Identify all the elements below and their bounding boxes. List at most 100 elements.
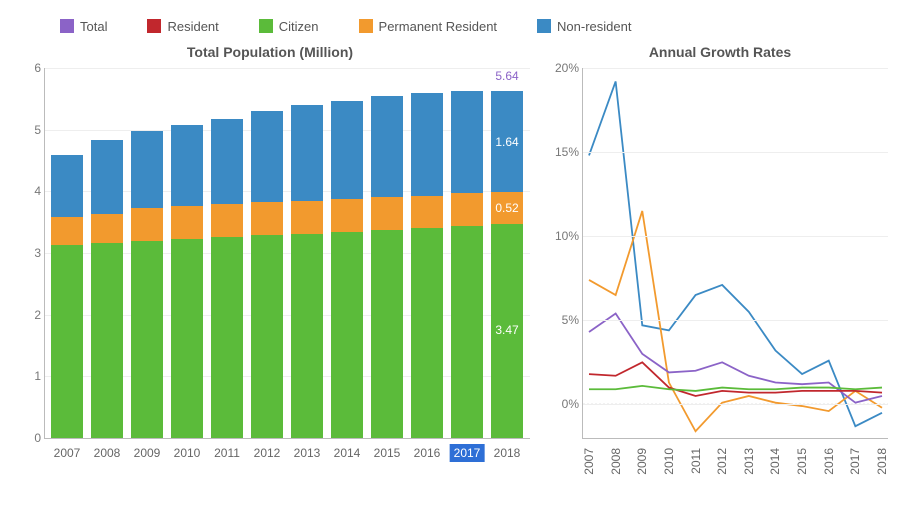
bar-seg-nonres bbox=[131, 131, 163, 208]
bar-x-label: 2014 bbox=[330, 444, 365, 462]
line-series-resident bbox=[589, 362, 882, 396]
bar-y-tick: 6 bbox=[19, 61, 41, 75]
line-x-label: 2012 bbox=[715, 448, 729, 475]
bar-seg-citizen bbox=[171, 239, 203, 438]
line-x-label: 2018 bbox=[875, 448, 889, 475]
bar-seg-citizen bbox=[331, 232, 363, 438]
legend: Total Resident Citizen Permanent Resident No… bbox=[0, 0, 900, 40]
bar-seg-permres bbox=[411, 196, 443, 228]
bar-y-tick: 5 bbox=[19, 123, 41, 137]
line-x-label: 2011 bbox=[689, 448, 703, 474]
line-x-label: 2017 bbox=[848, 448, 862, 475]
line-gridline bbox=[583, 68, 888, 69]
bar-seg-citizen bbox=[51, 245, 83, 438]
legend-swatch bbox=[147, 19, 161, 33]
line-x-label: 2015 bbox=[795, 448, 809, 475]
legend-item-resident[interactable]: Resident bbox=[147, 19, 218, 34]
bar-value-label: 5.64 bbox=[495, 69, 518, 83]
bar-x-label: 2015 bbox=[370, 444, 405, 462]
bar-x-label: 2018 bbox=[490, 444, 525, 462]
legend-swatch bbox=[60, 19, 74, 33]
bar-seg-citizen bbox=[291, 234, 323, 438]
line-x-label: 2009 bbox=[635, 448, 649, 475]
line-y-tick: 10% bbox=[545, 229, 579, 243]
bar-chart-plot: 0123456200720082009201020112012201320142… bbox=[44, 68, 530, 439]
bar-x-label: 2012 bbox=[250, 444, 285, 462]
line-series-total bbox=[589, 314, 882, 403]
bar-seg-citizen bbox=[411, 228, 443, 438]
legend-label: Permanent Resident bbox=[379, 19, 498, 34]
bar-seg-nonres bbox=[51, 155, 83, 217]
line-chart-plot: 0%5%10%15%20%200720082009201020112012201… bbox=[582, 68, 888, 439]
bar-value-label: 0.52 bbox=[495, 201, 518, 215]
bar-y-tick: 1 bbox=[19, 369, 41, 383]
legend-label: Total bbox=[80, 19, 107, 34]
bar-x-label: 2017 bbox=[450, 444, 485, 462]
bar-seg-permres bbox=[171, 206, 203, 239]
legend-item-nonres[interactable]: Non-resident bbox=[537, 19, 631, 34]
bar-seg-permres bbox=[51, 217, 83, 245]
bar-x-label: 2010 bbox=[170, 444, 205, 462]
bar-seg-citizen bbox=[131, 241, 163, 438]
legend-item-permres[interactable]: Permanent Resident bbox=[359, 19, 498, 34]
line-y-tick: 0% bbox=[545, 397, 579, 411]
line-x-label: 2010 bbox=[662, 448, 676, 475]
line-x-label: 2014 bbox=[768, 448, 782, 475]
bar-seg-citizen bbox=[451, 226, 483, 438]
charts-row: Total Population (Million) 0123456200720… bbox=[0, 40, 900, 439]
bar-seg-citizen bbox=[211, 237, 243, 438]
bar-seg-nonres bbox=[371, 96, 403, 197]
bar-seg-nonres bbox=[331, 101, 363, 200]
bar-y-tick: 4 bbox=[19, 184, 41, 198]
bar-value-label: 3.47 bbox=[495, 323, 518, 337]
line-gridline bbox=[583, 236, 888, 237]
bar-value-label: 1.64 bbox=[495, 135, 518, 149]
bar-seg-permres bbox=[131, 208, 163, 241]
bar-seg-permres bbox=[251, 202, 283, 235]
bar-y-tick: 2 bbox=[19, 308, 41, 322]
line-x-label: 2008 bbox=[609, 448, 623, 475]
bar-x-label: 2007 bbox=[50, 444, 85, 462]
bar-seg-nonres bbox=[251, 111, 283, 203]
legend-item-total[interactable]: Total bbox=[60, 19, 107, 34]
line-gridline bbox=[583, 152, 888, 153]
bar-seg-nonres bbox=[171, 125, 203, 206]
legend-label: Citizen bbox=[279, 19, 319, 34]
bar-seg-permres bbox=[291, 201, 323, 234]
bar-seg-permres bbox=[331, 199, 363, 232]
bar-seg-citizen bbox=[91, 243, 123, 438]
bar-seg-nonres bbox=[91, 140, 123, 214]
line-gridline bbox=[583, 404, 888, 405]
legend-swatch bbox=[259, 19, 273, 33]
bar-y-tick: 0 bbox=[19, 431, 41, 445]
bar-x-label: 2009 bbox=[130, 444, 165, 462]
line-y-tick: 5% bbox=[545, 313, 579, 327]
line-x-label: 2007 bbox=[582, 448, 596, 475]
bar-seg-permres bbox=[371, 197, 403, 230]
line-chart-panel: Annual Growth Rates 0%5%10%15%20%2007200… bbox=[540, 40, 900, 439]
bar-seg-permres bbox=[211, 204, 243, 237]
legend-item-citizen[interactable]: Citizen bbox=[259, 19, 319, 34]
line-gridline bbox=[583, 320, 888, 321]
line-series-nonres bbox=[589, 81, 882, 426]
line-chart-svg bbox=[583, 68, 888, 438]
legend-label: Non-resident bbox=[557, 19, 631, 34]
bar-y-tick: 3 bbox=[19, 246, 41, 260]
bar-seg-nonres bbox=[411, 93, 443, 196]
bar-seg-permres bbox=[451, 193, 483, 226]
legend-label: Resident bbox=[167, 19, 218, 34]
bar-x-label: 2011 bbox=[210, 444, 244, 462]
line-y-tick: 20% bbox=[545, 61, 579, 75]
bar-x-label: 2013 bbox=[290, 444, 325, 462]
bar-seg-citizen bbox=[371, 230, 403, 438]
bar-x-label: 2016 bbox=[410, 444, 445, 462]
bar-chart-panel: Total Population (Million) 0123456200720… bbox=[0, 40, 540, 439]
legend-swatch bbox=[537, 19, 551, 33]
bar-seg-nonres bbox=[451, 91, 483, 193]
line-y-tick: 15% bbox=[545, 145, 579, 159]
line-x-label: 2016 bbox=[822, 448, 836, 475]
bar-gridline bbox=[45, 68, 530, 69]
line-chart-title: Annual Growth Rates bbox=[540, 40, 900, 68]
bar-seg-permres bbox=[91, 214, 123, 244]
line-x-label: 2013 bbox=[742, 448, 756, 475]
